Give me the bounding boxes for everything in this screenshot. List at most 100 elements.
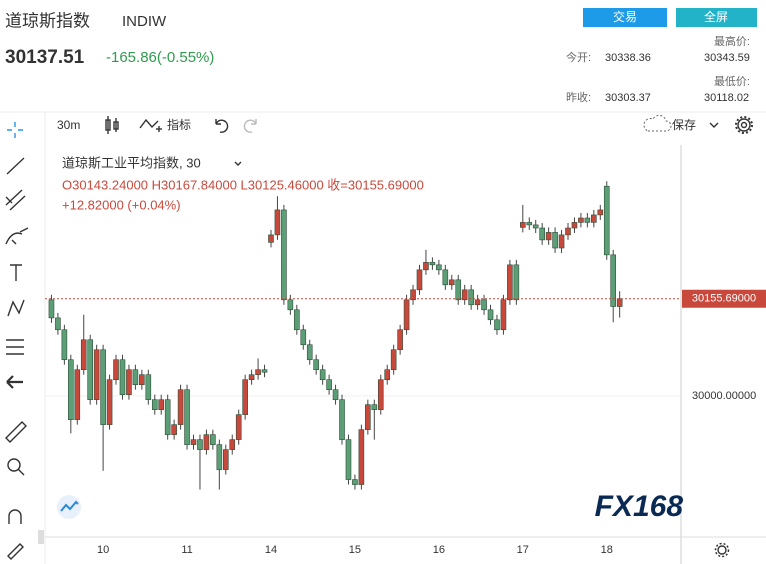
indicators-icon[interactable] — [139, 118, 162, 132]
settings-button[interactable] — [735, 116, 753, 134]
text-tool[interactable] — [10, 264, 22, 281]
candle-body — [177, 389, 184, 425]
save-menu[interactable] — [709, 122, 719, 128]
candle-body — [339, 399, 345, 440]
x-tick-label: 15 — [349, 544, 361, 556]
save-button[interactable]: 保存 — [672, 118, 696, 132]
stat-value: 30118.02 — [704, 92, 749, 104]
line-tool[interactable] — [6, 157, 25, 175]
zoom-tool[interactable] — [7, 458, 21, 472]
candle-body — [468, 289, 474, 306]
candle-body — [474, 299, 481, 306]
stat-label: 最低价: — [714, 75, 750, 88]
candle-body — [87, 339, 93, 400]
legend-menu[interactable] — [234, 161, 242, 166]
candle-body — [294, 309, 300, 331]
candle-body — [210, 434, 216, 445]
candle-body — [126, 369, 132, 395]
trade-button-label[interactable]: 交易 — [613, 9, 637, 24]
y-tick-label: 30000.00000 — [692, 390, 756, 402]
stat-label: 昨收: — [566, 90, 591, 104]
legend-change: +12.82000 (+0.04%) — [62, 197, 181, 212]
measure-tool[interactable] — [6, 339, 24, 355]
plot: 30000.00000 10 11 14 15 16 17 18 30155.69000 — [45, 181, 766, 556]
legend-ohlc: O30143.24000 H30167.84000 L30125.46000 收… — [62, 177, 424, 192]
candle-body — [203, 434, 210, 450]
pattern-tool[interactable] — [7, 299, 25, 317]
candle-body — [139, 374, 145, 385]
legend-name: 道琼斯工业平均指数, 30 — [62, 155, 201, 170]
candle-body — [578, 217, 584, 223]
candle-body — [345, 439, 352, 480]
candle-body — [190, 439, 197, 445]
candle-body — [455, 279, 462, 301]
candle-body — [113, 359, 119, 381]
back-tool[interactable] — [6, 375, 23, 389]
candle-body — [545, 232, 552, 241]
candle-body — [100, 349, 106, 425]
candle-body — [461, 289, 468, 301]
candle-body — [151, 399, 158, 410]
redo-button[interactable] — [243, 119, 257, 133]
x-tick-label: 16 — [433, 544, 445, 556]
x-tick-label: 18 — [601, 544, 613, 556]
last-price-tag — [682, 289, 766, 308]
candle-body — [423, 262, 429, 271]
candle-body — [616, 298, 623, 307]
candle-body — [61, 329, 68, 361]
cloud-icon[interactable] — [643, 114, 672, 132]
candle-body — [442, 269, 449, 286]
candle-body — [371, 404, 378, 410]
fib-tool[interactable] — [5, 189, 26, 211]
ruler-tool[interactable] — [5, 421, 27, 443]
x-tick-label: 14 — [265, 544, 277, 556]
candle-body — [481, 299, 487, 311]
candle-body — [332, 389, 339, 400]
chart-type-button[interactable] — [105, 116, 119, 134]
left-toolbar — [5, 122, 29, 560]
indicators-button[interactable]: 指标 — [167, 117, 191, 132]
candle-body — [571, 222, 578, 229]
trade-button[interactable] — [583, 8, 667, 27]
candle-body — [494, 319, 500, 331]
candle-body — [313, 359, 319, 371]
brush-tool[interactable] — [5, 227, 29, 245]
candle-body — [377, 379, 384, 410]
candle-body — [281, 209, 287, 301]
stat-value: 30338.36 — [605, 52, 651, 64]
x-tick-label: 10 — [97, 544, 109, 556]
candle-body — [287, 299, 294, 311]
candle-body — [500, 299, 507, 331]
candle-body — [610, 254, 617, 307]
panel-toggle[interactable] — [38, 530, 44, 544]
candle-body — [436, 264, 442, 271]
axis-settings[interactable] — [714, 542, 730, 558]
fullscreen-button-label[interactable]: 全屏 — [704, 9, 728, 24]
candle-body — [358, 429, 365, 485]
candle-body — [80, 339, 87, 371]
candle-body — [197, 439, 203, 450]
interval-button[interactable]: 30m — [57, 118, 80, 132]
magnet-tool[interactable] — [8, 509, 22, 524]
candle-body — [306, 344, 313, 361]
candle-body — [352, 479, 358, 485]
candle-body — [255, 369, 261, 376]
candle-body — [268, 234, 274, 243]
candle-body — [603, 185, 610, 256]
x-tick-label: 17 — [517, 544, 529, 556]
candle-body — [68, 359, 74, 420]
candle-body — [171, 424, 177, 435]
candle-body — [565, 227, 571, 236]
crosshair-tool[interactable] — [7, 122, 23, 138]
undo-button[interactable] — [215, 119, 229, 133]
candle-body — [390, 349, 397, 371]
stat-label: 最高价: — [714, 34, 750, 48]
candle-body — [93, 349, 100, 400]
lock-tool[interactable] — [7, 543, 24, 560]
candle-body — [416, 269, 423, 291]
candle-body — [48, 299, 55, 319]
tv-logo-mark — [60, 500, 79, 512]
stat-label: 今开: — [566, 50, 591, 64]
candle-body — [300, 329, 307, 346]
fullscreen-button[interactable] — [676, 8, 757, 27]
